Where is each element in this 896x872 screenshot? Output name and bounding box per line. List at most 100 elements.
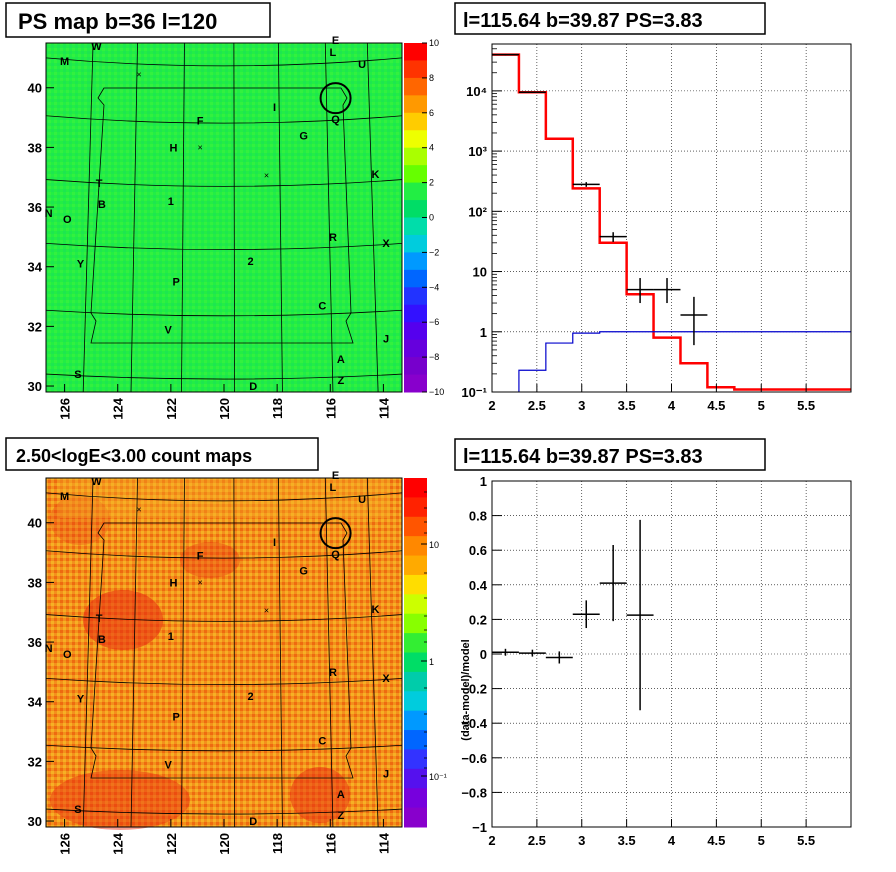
source-label-Q: Q (331, 549, 340, 561)
ps-map-title-box (5, 2, 271, 38)
field-of-view-outline (90, 522, 354, 779)
source-label-N: N (45, 208, 53, 220)
colorbar-swatch (404, 633, 427, 653)
count-map-title-box (5, 437, 319, 471)
sky-grid-latitude-line (45, 744, 403, 752)
residual-plot: 2 2.5 3 3.5 4 4.5 5 5.5 1 0.8 0.6 0.4 0.2 0 −0.2 −0.4 −0… (461, 474, 852, 848)
x-tick-label: 2 (488, 398, 495, 413)
source-label-G: G (299, 130, 308, 142)
spectrum-title-box (454, 2, 766, 35)
count-hotspot (50, 770, 190, 830)
ps-map-source-labels: W EL U M I F H G Q K TB 1 N O R X Y 2 P C V J A S D Z (45, 35, 391, 393)
sky-grid-latitude-line (45, 550, 403, 559)
source-label-W: W (91, 476, 102, 488)
sky-grid-longitude-line (181, 477, 185, 828)
count-map-colorbar: 10 1 10⁻¹ (404, 478, 447, 828)
colorbar-swatch (404, 807, 427, 828)
colorbar-swatch (404, 749, 427, 770)
sky-grid-latitude-line (45, 678, 403, 685)
background-step-line (518, 331, 851, 392)
ps-map-heatmap (46, 43, 402, 392)
ps-map-colorbar: 10 8 6 4 2 0 −2 −4 −6 −8 −10 (404, 38, 444, 397)
colorbar-swatch (404, 147, 427, 166)
field-of-view-outline (90, 87, 354, 344)
colorbar-tick-label: 2 (429, 178, 434, 188)
cross-marker: × (264, 171, 269, 181)
cross-marker: × (136, 504, 141, 514)
y-tick-label: −0.2 (461, 682, 487, 697)
source-label-W: W (91, 41, 102, 53)
sky-grid-longitude-line (181, 42, 185, 393)
y-tick-label: 10² (468, 204, 487, 219)
y-tick-label: 36 (28, 635, 42, 650)
source-label-C: C (318, 735, 326, 747)
residual-panel: l=115.64 b=39.87 PS=3.83 2 2.5 3 3.5 4 4.5 5 5.… (454, 438, 852, 848)
source-label-T: T (96, 613, 103, 625)
y-tick-label: 1 (480, 474, 487, 489)
y-tick-label: 30 (28, 814, 42, 829)
y-tick-label: 0 (480, 647, 487, 662)
source-label-F: F (197, 551, 204, 563)
colorbar-swatch (404, 287, 427, 306)
colorbar-swatch (404, 95, 427, 114)
colorbar-tick-label: 8 (429, 73, 434, 83)
source-label-H: H (170, 577, 178, 589)
count-lowrate-band (60, 478, 390, 518)
x-tick-label: 2 (488, 833, 495, 848)
source-label-K: K (371, 604, 379, 616)
residual-title-box (454, 438, 766, 471)
sky-grid-longitude-line (366, 477, 379, 828)
x-tick-label: 2.5 (528, 398, 546, 413)
x-tick-label: 3 (578, 833, 585, 848)
x-tick-label: 120 (217, 833, 232, 855)
colorbar-swatch (404, 304, 427, 323)
source-label-T: T (96, 178, 103, 190)
x-tick-label: 4 (668, 833, 676, 848)
y-tick-label: 32 (28, 754, 42, 769)
colorbar-swatch (404, 652, 427, 673)
colorbar-swatch (404, 322, 427, 341)
count-map-axis-ticks: 126 124 122 120 118 116 114 30 32 34 36 38 40 (28, 516, 392, 855)
source-label-M: M (60, 491, 69, 503)
source-label-G: G (299, 565, 308, 577)
sky-grid-longitude-line (324, 42, 334, 393)
sky-grid-longitude-line (82, 42, 94, 393)
source-circle (319, 517, 352, 550)
colorbar-swatch (404, 43, 427, 61)
colorbar-swatch (404, 536, 427, 557)
colorbar-tick-label: −4 (429, 282, 439, 292)
y-tick-label: −0.8 (461, 785, 487, 800)
colorbar-swatch (404, 788, 427, 809)
colorbar-swatch (404, 555, 427, 576)
source-label-Y: Y (77, 694, 85, 706)
y-tick-label: 30 (28, 379, 42, 394)
source-label-K: K (371, 169, 379, 181)
colorbar-swatch (404, 130, 427, 149)
y-tick-label: 0.8 (469, 509, 487, 524)
count-map-title: 2.50<logE<3.00 count maps (16, 446, 252, 466)
colorbar-swatch (404, 339, 427, 358)
x-tick-label: 3 (578, 398, 585, 413)
colorbar-swatch (404, 516, 427, 537)
sky-grid-longitude-line (233, 477, 236, 828)
colorbar-swatch (404, 357, 427, 376)
source-label-P: P (173, 712, 180, 724)
x-tick-label: 4.5 (707, 833, 725, 848)
source-circle (319, 82, 352, 115)
y-tick-label: 32 (28, 319, 42, 334)
colorbar-tick-label: −2 (429, 247, 439, 257)
ps-map-axis-ticks: 126 124 122 120 118 116 114 30 32 34 36 38 40 (28, 81, 392, 420)
colorbar-swatch (404, 165, 427, 184)
colorbar-tick-label: 1 (429, 657, 434, 667)
colorbar-swatch (404, 691, 427, 712)
source-label-X: X (382, 238, 390, 250)
source-label-A: A (337, 354, 345, 366)
y-tick-label: 34 (28, 260, 43, 275)
colorbar-tick-label: −10 (429, 387, 444, 397)
colorbar-swatch (404, 234, 427, 253)
x-tick-label: 114 (376, 397, 391, 419)
source-label-Z: Z (338, 375, 345, 387)
x-tick-label: 4 (668, 398, 676, 413)
count-map-source-labels: W EL U M I F H G Q K TB 1 N O R X Y 2 P C V J A S D Z (45, 470, 391, 828)
